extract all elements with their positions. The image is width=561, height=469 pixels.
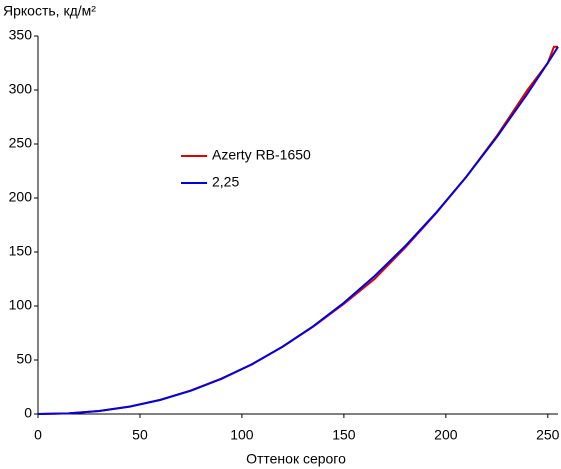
x-tick-label: 250	[536, 427, 560, 443]
line	[37, 46, 559, 415]
x-tick-label: 50	[132, 427, 148, 443]
y-tick-label: 200	[9, 189, 33, 205]
x-tick-label: 100	[230, 427, 254, 443]
y-tick-label: 100	[9, 297, 33, 313]
y-axis-label: Яркость, кд/м²	[3, 3, 96, 19]
x-tick-label: 150	[332, 427, 356, 443]
y-tick-label: 300	[9, 81, 33, 97]
y-tick-label: 0	[24, 405, 32, 421]
line	[37, 45, 558, 415]
x-axis-label: Оттенок серого	[246, 451, 346, 467]
legend-label: Azerty RB-1650	[212, 147, 311, 163]
y-tick-label: 350	[9, 27, 33, 43]
y-tick-label: 150	[9, 243, 33, 259]
y-tick-label: 250	[9, 135, 33, 151]
x-tick-label: 0	[34, 427, 42, 443]
x-tick-label: 200	[434, 427, 458, 443]
y-tick-label: 50	[16, 351, 32, 367]
legend-label: 2,25	[212, 174, 239, 190]
